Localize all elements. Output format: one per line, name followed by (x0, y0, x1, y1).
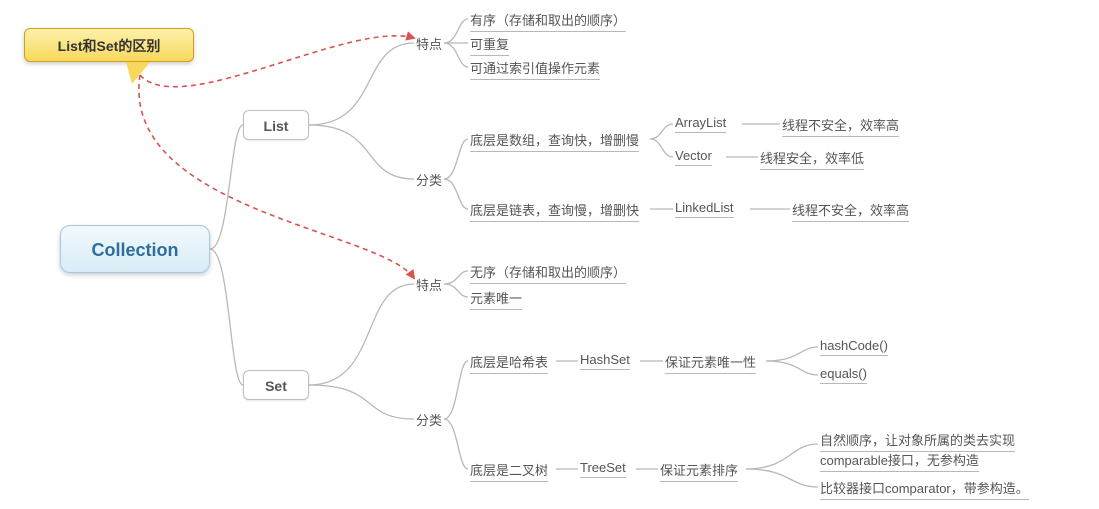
list-cat2-child-0: LinkedList (675, 200, 734, 218)
list-feature-0: 有序（存储和取出的顺序） (470, 10, 626, 32)
set-feature-1: 元素唯一 (470, 288, 522, 310)
list-feature-2: 可通过索引值操作元素 (470, 58, 600, 80)
list-category-label: 分类 (416, 170, 442, 189)
connector (650, 124, 673, 139)
set-category-label: 分类 (416, 410, 442, 429)
connector (444, 19, 468, 43)
set-cat1-desc: 底层是哈希表 (470, 352, 548, 374)
set-cat2-name: TreeSet (580, 460, 626, 478)
node-list-label: List (264, 118, 289, 134)
list-cat1-note-1: 线程安全，效率低 (760, 148, 864, 170)
list-cat1-child-0: ArrayList (675, 115, 726, 133)
list-feature-1: 可重复 (470, 34, 509, 56)
connector (210, 249, 243, 385)
node-set-label: Set (265, 378, 287, 394)
set-feature-label: 特点 (416, 275, 442, 294)
root-label: Collection (91, 240, 178, 260)
connector (444, 419, 468, 469)
connector (444, 271, 468, 284)
set-feature-0: 无序（存储和取出的顺序） (470, 262, 626, 284)
set-cat2-child-0: 自然顺序，让对象所属的类去实现 (820, 430, 1015, 452)
node-list[interactable]: List (243, 110, 309, 140)
list-cat1-desc: 底层是数组，查询快，增删慢 (470, 130, 639, 152)
callout-list-set-diff: List和Set的区别 (24, 28, 194, 62)
set-cat1-note: 保证元素唯一性 (665, 352, 756, 374)
list-cat2-desc: 底层是链表，查询慢，增删快 (470, 200, 639, 222)
set-cat2-note: 保证元素排序 (660, 460, 738, 482)
connector (766, 361, 818, 375)
callout-tail (126, 62, 150, 84)
connector (444, 43, 468, 67)
list-cat2-note-0: 线程不安全，效率高 (792, 200, 909, 222)
connector (309, 385, 414, 419)
connector (746, 444, 818, 469)
root-collection[interactable]: Collection (60, 225, 210, 273)
set-cat2-child-1: comparable接口，无参构造 (820, 450, 979, 472)
callout-label: List和Set的区别 (58, 38, 161, 54)
connector (309, 125, 414, 179)
connector (210, 125, 243, 249)
connector (444, 361, 468, 419)
connector (444, 179, 468, 209)
set-cat1-name: HashSet (580, 352, 630, 370)
connector (444, 139, 468, 179)
set-cat2-desc: 底层是二叉树 (470, 460, 548, 482)
connector (444, 284, 468, 297)
set-cat2-child-2: 比较器接口comparator，带参构造。 (820, 478, 1029, 500)
list-feature-label: 特点 (416, 34, 442, 53)
connector (766, 347, 818, 361)
set-cat1-child-0: hashCode() (820, 338, 888, 356)
set-cat1-child-1: equals() (820, 366, 867, 384)
list-cat1-note-0: 线程不安全，效率高 (782, 115, 899, 137)
node-set[interactable]: Set (243, 370, 309, 400)
connector (650, 139, 673, 157)
connector (309, 43, 414, 125)
list-cat1-child-1: Vector (675, 148, 712, 166)
connector (746, 469, 818, 487)
connector (309, 284, 414, 385)
